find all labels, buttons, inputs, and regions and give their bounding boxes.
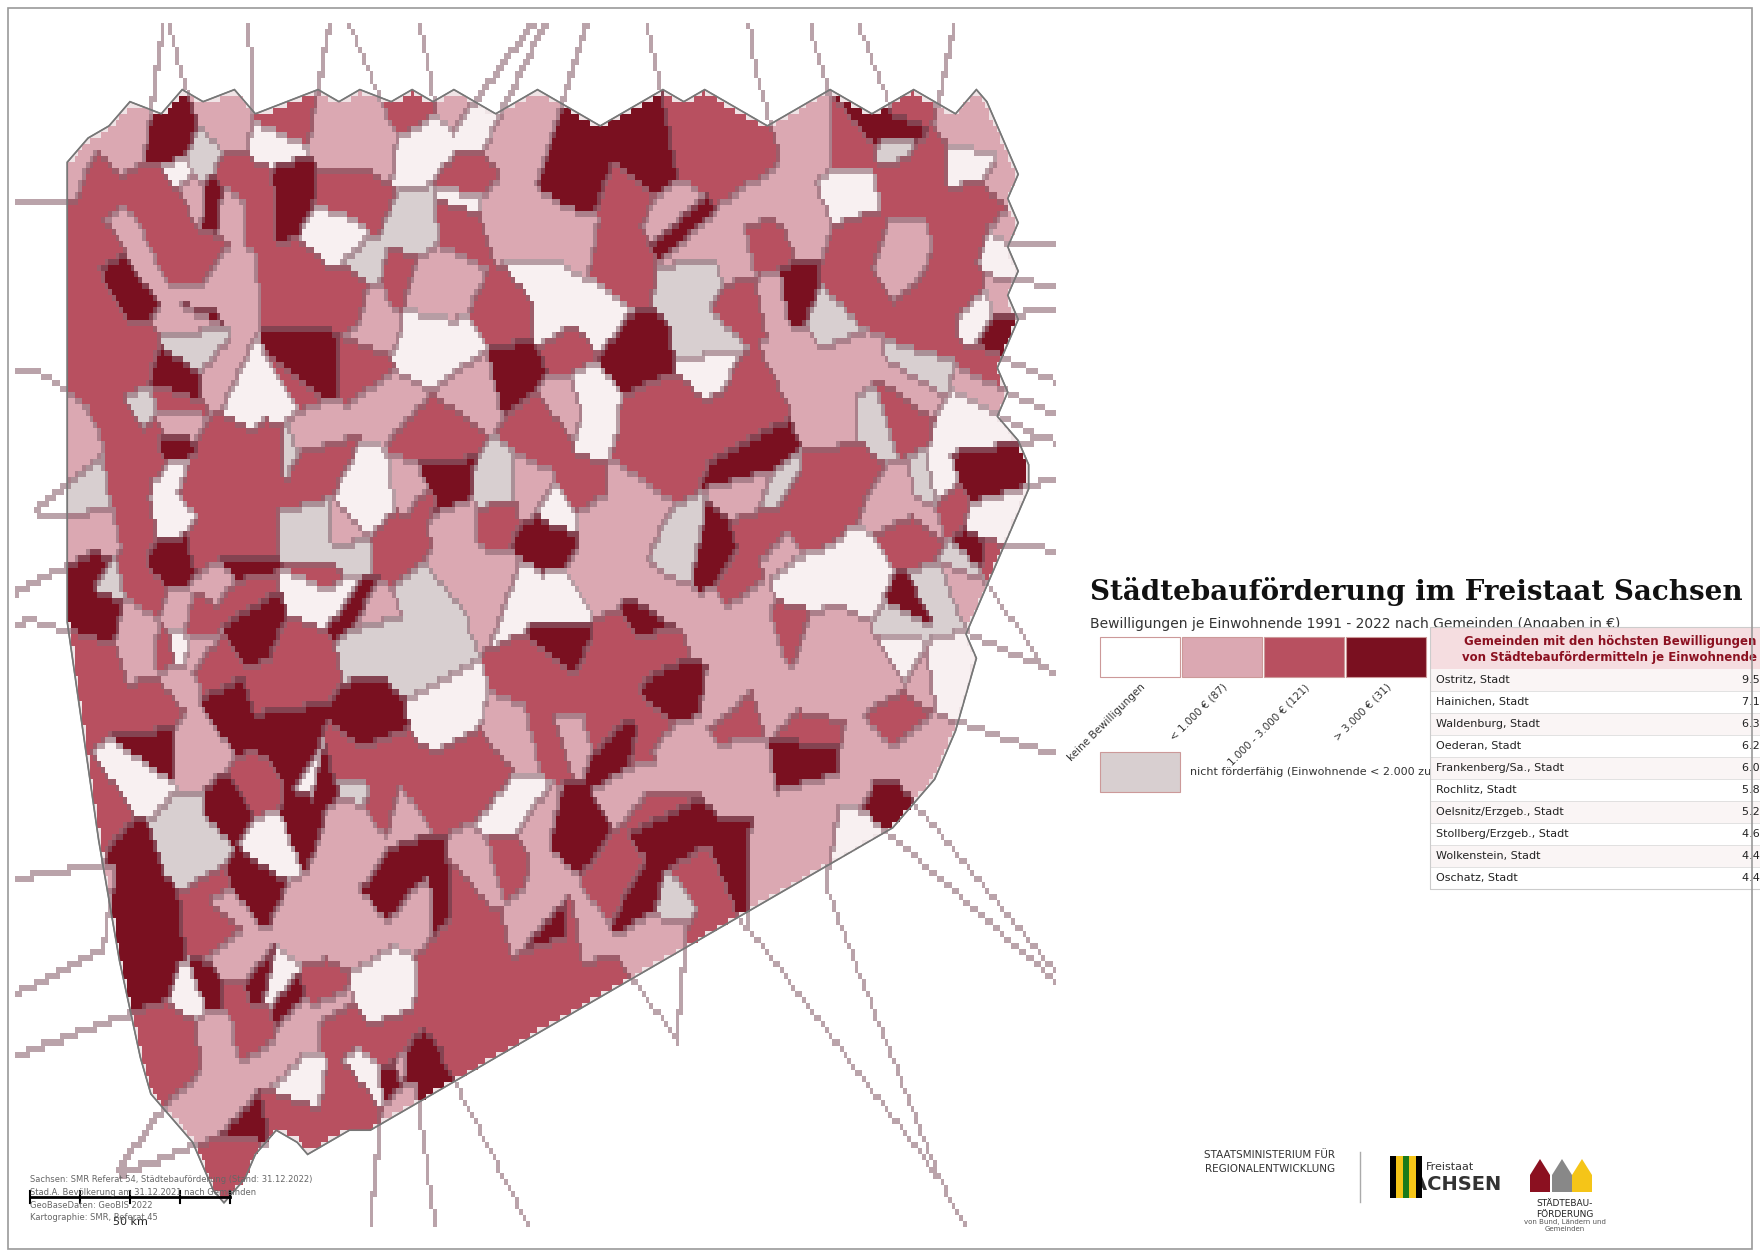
Text: 4.600 €: 4.600 € xyxy=(1742,830,1760,838)
Text: Rochlitz, Stadt: Rochlitz, Stadt xyxy=(1436,786,1517,794)
Text: 50 km: 50 km xyxy=(113,1217,148,1227)
Text: Sachsen: SMR Referat 54, Städtebauförderung (Stand: 31.12.2022)
Stad.A. Bevölker: Sachsen: SMR Referat 54, Städtebauförder… xyxy=(30,1175,312,1222)
Bar xyxy=(1429,757,1760,779)
Text: Städtebauförderung im Freistaat Sachsen: Städtebauförderung im Freistaat Sachsen xyxy=(1089,577,1742,606)
Text: 6.300 €: 6.300 € xyxy=(1742,719,1760,729)
Text: von Bund, Ländern und
Gemeinden: von Bund, Ländern und Gemeinden xyxy=(1524,1219,1605,1232)
Text: 5.800 €: 5.800 € xyxy=(1742,786,1760,794)
Bar xyxy=(1429,713,1760,735)
Text: Wolkenstein, Stadt: Wolkenstein, Stadt xyxy=(1436,851,1540,861)
Text: Bewilligungen je Einwohnende 1991 - 2022 nach Gemeinden (Angaben in €): Bewilligungen je Einwohnende 1991 - 2022… xyxy=(1089,617,1621,631)
Text: Gemeinden mit den höchsten Bewilligungen: Gemeinden mit den höchsten Bewilligungen xyxy=(1464,635,1756,649)
Text: 7.100 €: 7.100 € xyxy=(1742,696,1760,706)
Bar xyxy=(1429,669,1760,691)
Text: SACHSEN: SACHSEN xyxy=(1399,1175,1501,1194)
Text: Oederan, Stadt: Oederan, Stadt xyxy=(1436,740,1521,750)
Bar xyxy=(1429,845,1760,867)
Polygon shape xyxy=(1572,1159,1593,1192)
Text: Freistaat: Freistaat xyxy=(1426,1161,1475,1172)
Text: Oelsnitz/Erzgeb., Stadt: Oelsnitz/Erzgeb., Stadt xyxy=(1436,807,1563,817)
Bar xyxy=(1429,801,1760,823)
Polygon shape xyxy=(1552,1159,1572,1192)
Text: 6.000 €: 6.000 € xyxy=(1742,763,1760,773)
Text: > 3.000 € (31): > 3.000 € (31) xyxy=(1332,683,1394,743)
Bar xyxy=(1183,637,1262,678)
Polygon shape xyxy=(67,89,1028,1203)
Text: Ostritz, Stadt: Ostritz, Stadt xyxy=(1436,675,1510,685)
Bar xyxy=(1429,627,1760,669)
Text: 4.400 €: 4.400 € xyxy=(1742,874,1760,882)
Text: 1.000 - 3.000 € (121): 1.000 - 3.000 € (121) xyxy=(1227,683,1311,767)
Bar xyxy=(1410,1156,1415,1198)
Text: Frankenberg/Sa., Stadt: Frankenberg/Sa., Stadt xyxy=(1436,763,1565,773)
Text: 6.200 €: 6.200 € xyxy=(1742,740,1760,750)
Text: nicht förderfähig (Einwohnende < 2.000 zum 31.12.2021 ): nicht förderfähig (Einwohnende < 2.000 z… xyxy=(1190,767,1517,777)
Bar xyxy=(1396,1156,1403,1198)
Bar xyxy=(1100,637,1179,678)
Bar xyxy=(1415,1156,1422,1198)
Bar xyxy=(1100,752,1179,792)
Text: Waldenburg, Stadt: Waldenburg, Stadt xyxy=(1436,719,1540,729)
Text: STÄDTEBAU-
FÖRDERUNG: STÄDTEBAU- FÖRDERUNG xyxy=(1536,1199,1595,1219)
Bar xyxy=(1429,627,1760,889)
Text: 9.500 €: 9.500 € xyxy=(1742,675,1760,685)
Text: Hainichen, Stadt: Hainichen, Stadt xyxy=(1436,696,1529,706)
Text: Stollberg/Erzgeb., Stadt: Stollberg/Erzgeb., Stadt xyxy=(1436,830,1568,838)
Text: < 1.000 € (87): < 1.000 € (87) xyxy=(1169,683,1228,743)
Text: keine Bewilligungen: keine Bewilligungen xyxy=(1067,683,1148,763)
Polygon shape xyxy=(1529,1159,1551,1192)
Text: 5.200 €: 5.200 € xyxy=(1742,807,1760,817)
Text: von Städtebaufördermitteln je Einwohnende: von Städtebaufördermitteln je Einwohnend… xyxy=(1463,651,1758,664)
Text: Oschatz, Stadt: Oschatz, Stadt xyxy=(1436,874,1517,882)
Bar xyxy=(1264,637,1345,678)
Bar xyxy=(1390,1156,1396,1198)
Text: STAATSMINISTERIUM FÜR
REGIONALENTWICKLUNG: STAATSMINISTERIUM FÜR REGIONALENTWICKLUN… xyxy=(1204,1150,1336,1174)
Bar xyxy=(1346,637,1426,678)
Bar xyxy=(1403,1156,1410,1198)
Text: 4.400 €: 4.400 € xyxy=(1742,851,1760,861)
